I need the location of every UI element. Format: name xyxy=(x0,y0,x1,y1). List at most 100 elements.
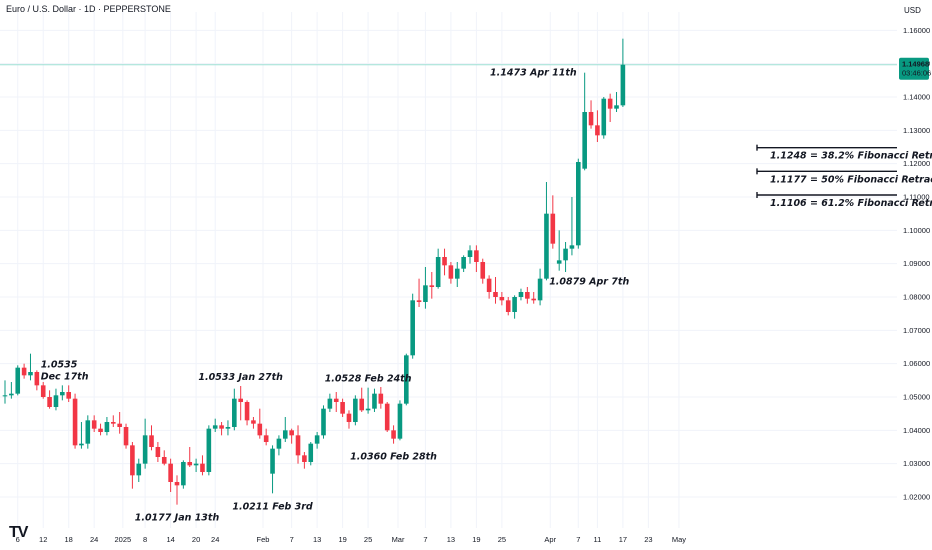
candle-body xyxy=(512,297,517,312)
candle-body xyxy=(225,427,231,429)
candle-body xyxy=(537,278,543,301)
candle xyxy=(601,97,607,139)
candle xyxy=(576,158,581,249)
x-tick-label: 7 xyxy=(290,535,294,544)
candle-body xyxy=(474,250,479,262)
candle-body xyxy=(314,435,320,444)
candle-body xyxy=(525,292,530,299)
candle-body xyxy=(493,292,498,297)
candle-body xyxy=(302,455,307,462)
candle xyxy=(98,423,103,436)
candle-body xyxy=(556,260,562,264)
y-tick-label: 1.04000 xyxy=(903,426,930,435)
candle xyxy=(454,262,460,287)
candle-body xyxy=(442,257,447,266)
candle xyxy=(9,382,14,399)
candle xyxy=(187,447,193,467)
tradingview-logo[interactable]: TV xyxy=(9,524,28,541)
x-tick-label: Apr xyxy=(544,535,556,544)
candle xyxy=(85,415,91,449)
candle-body xyxy=(467,250,473,257)
candle xyxy=(569,197,575,256)
candle xyxy=(563,242,568,272)
candle xyxy=(47,390,52,409)
candle xyxy=(416,278,422,307)
candle-body xyxy=(454,268,460,279)
candle-body xyxy=(251,420,256,424)
candle xyxy=(429,272,435,299)
candle-body xyxy=(607,98,613,109)
candle xyxy=(79,422,84,449)
candle-body xyxy=(378,393,384,404)
candle-body xyxy=(270,448,275,474)
candle-body xyxy=(595,125,600,136)
candle xyxy=(620,38,626,107)
grid-lines xyxy=(0,12,897,528)
candle xyxy=(397,400,403,441)
candle-body xyxy=(174,482,180,486)
candle-body xyxy=(340,402,345,414)
candle xyxy=(365,387,371,414)
candle-body xyxy=(110,422,116,424)
fibonacci-levels: 1.1248 = 38.2% Fibonacci Retrac 1.1177 = … xyxy=(756,144,932,209)
candle-body xyxy=(518,292,524,297)
x-tick-label: 23 xyxy=(644,535,652,544)
candle xyxy=(136,458,142,482)
candle xyxy=(40,382,46,399)
price-annotations: 1.0535 Dec 17th 1.0177 Jan 13th 1.0533 Jan … xyxy=(41,68,630,524)
price-annotation: 1.0533 Jan 27th xyxy=(198,372,283,383)
candle xyxy=(142,418,148,469)
candle xyxy=(232,388,237,431)
candle xyxy=(200,455,205,476)
candle-body xyxy=(149,435,154,447)
candle-body xyxy=(429,285,435,287)
candle-body xyxy=(588,112,594,126)
candle xyxy=(72,393,78,449)
y-tick-label: 1.12000 xyxy=(903,159,930,168)
candle xyxy=(410,293,415,359)
annotation-line: Dec 17th xyxy=(41,371,89,382)
y-tick-label: 1.08000 xyxy=(903,293,930,302)
candle xyxy=(28,353,33,381)
candle-body xyxy=(85,420,91,444)
candle-body xyxy=(187,462,193,466)
candle-body xyxy=(544,213,549,279)
x-tick-label: 17 xyxy=(619,535,627,544)
candle xyxy=(149,425,154,451)
candle xyxy=(295,425,301,464)
candle xyxy=(104,417,110,436)
candle-body xyxy=(614,105,619,109)
candle xyxy=(257,408,263,439)
x-tick-label: 20 xyxy=(192,535,200,544)
candle xyxy=(512,295,517,319)
candle-body xyxy=(130,445,135,476)
candle-body xyxy=(308,443,314,462)
candle xyxy=(91,415,97,432)
candle-body xyxy=(372,393,377,409)
candle-body xyxy=(72,398,78,446)
x-tick-label: 11 xyxy=(594,535,602,544)
x-tick-label: 24 xyxy=(211,535,219,544)
candle-body xyxy=(582,112,587,169)
candle xyxy=(110,415,116,427)
candle xyxy=(263,428,269,446)
time-axis[interactable]: 6 12 18 24 2025 8 14 20 24 Feb 7 13 19 25 Mar 7 13 19 25 Ap… xyxy=(16,535,687,544)
candle xyxy=(270,445,275,494)
candle xyxy=(435,248,441,289)
candle-body xyxy=(480,262,486,279)
candle-body xyxy=(391,430,396,439)
annotation-line: 1.0528 Feb 24th xyxy=(325,374,412,385)
candle xyxy=(66,385,71,402)
chart-title: Euro / U.S. Dollar · 1D · PEPPERSTONE xyxy=(6,4,171,14)
candle-body xyxy=(321,408,326,436)
candle xyxy=(174,475,180,505)
candle xyxy=(582,72,587,171)
candle-body xyxy=(91,420,97,429)
candle xyxy=(537,268,543,306)
candle-body xyxy=(98,428,103,432)
price-axis[interactable]: 1.160001.150001.140001.130001.120001.110… xyxy=(903,26,930,502)
candle xyxy=(15,365,21,396)
currency-label[interactable]: USD xyxy=(904,6,921,15)
candle-body xyxy=(289,430,294,436)
